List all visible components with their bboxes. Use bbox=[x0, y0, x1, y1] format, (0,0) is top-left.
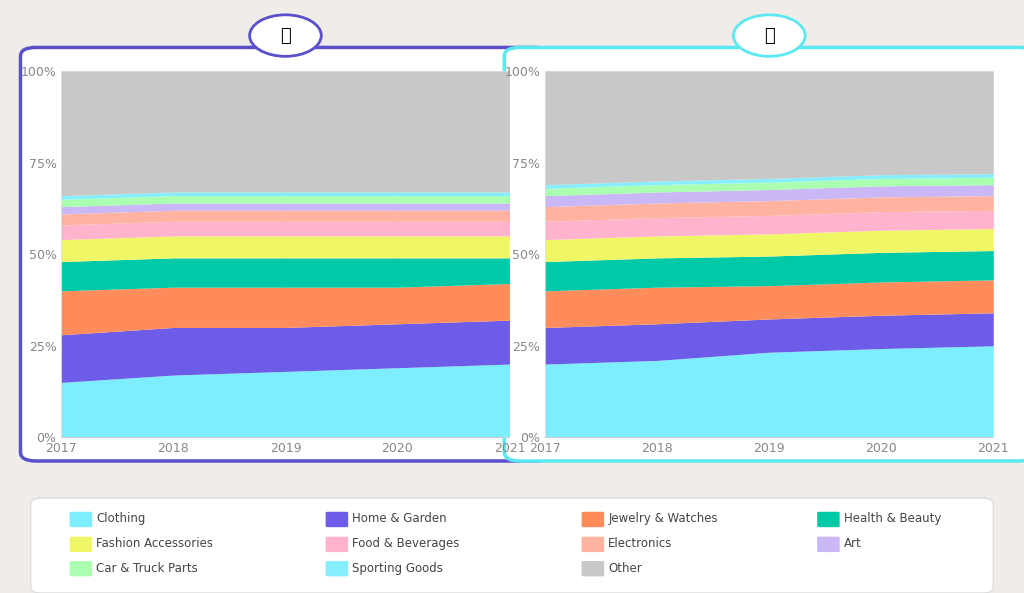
Text: Home & Garden: Home & Garden bbox=[352, 512, 446, 525]
Text: Food & Beverages: Food & Beverages bbox=[352, 537, 460, 550]
Text: Car & Truck Parts: Car & Truck Parts bbox=[96, 562, 198, 575]
Text: Fashion Accessories: Fashion Accessories bbox=[96, 537, 213, 550]
Text: Health & Beauty: Health & Beauty bbox=[844, 512, 941, 525]
Text: 🏪: 🏪 bbox=[764, 27, 774, 44]
Text: Clothing: Clothing bbox=[96, 512, 145, 525]
Text: 📦: 📦 bbox=[281, 27, 291, 44]
Text: Art: Art bbox=[844, 537, 861, 550]
Text: Electronics: Electronics bbox=[608, 537, 673, 550]
Text: Sporting Goods: Sporting Goods bbox=[352, 562, 443, 575]
Text: Jewelry & Watches: Jewelry & Watches bbox=[608, 512, 718, 525]
Text: Other: Other bbox=[608, 562, 642, 575]
